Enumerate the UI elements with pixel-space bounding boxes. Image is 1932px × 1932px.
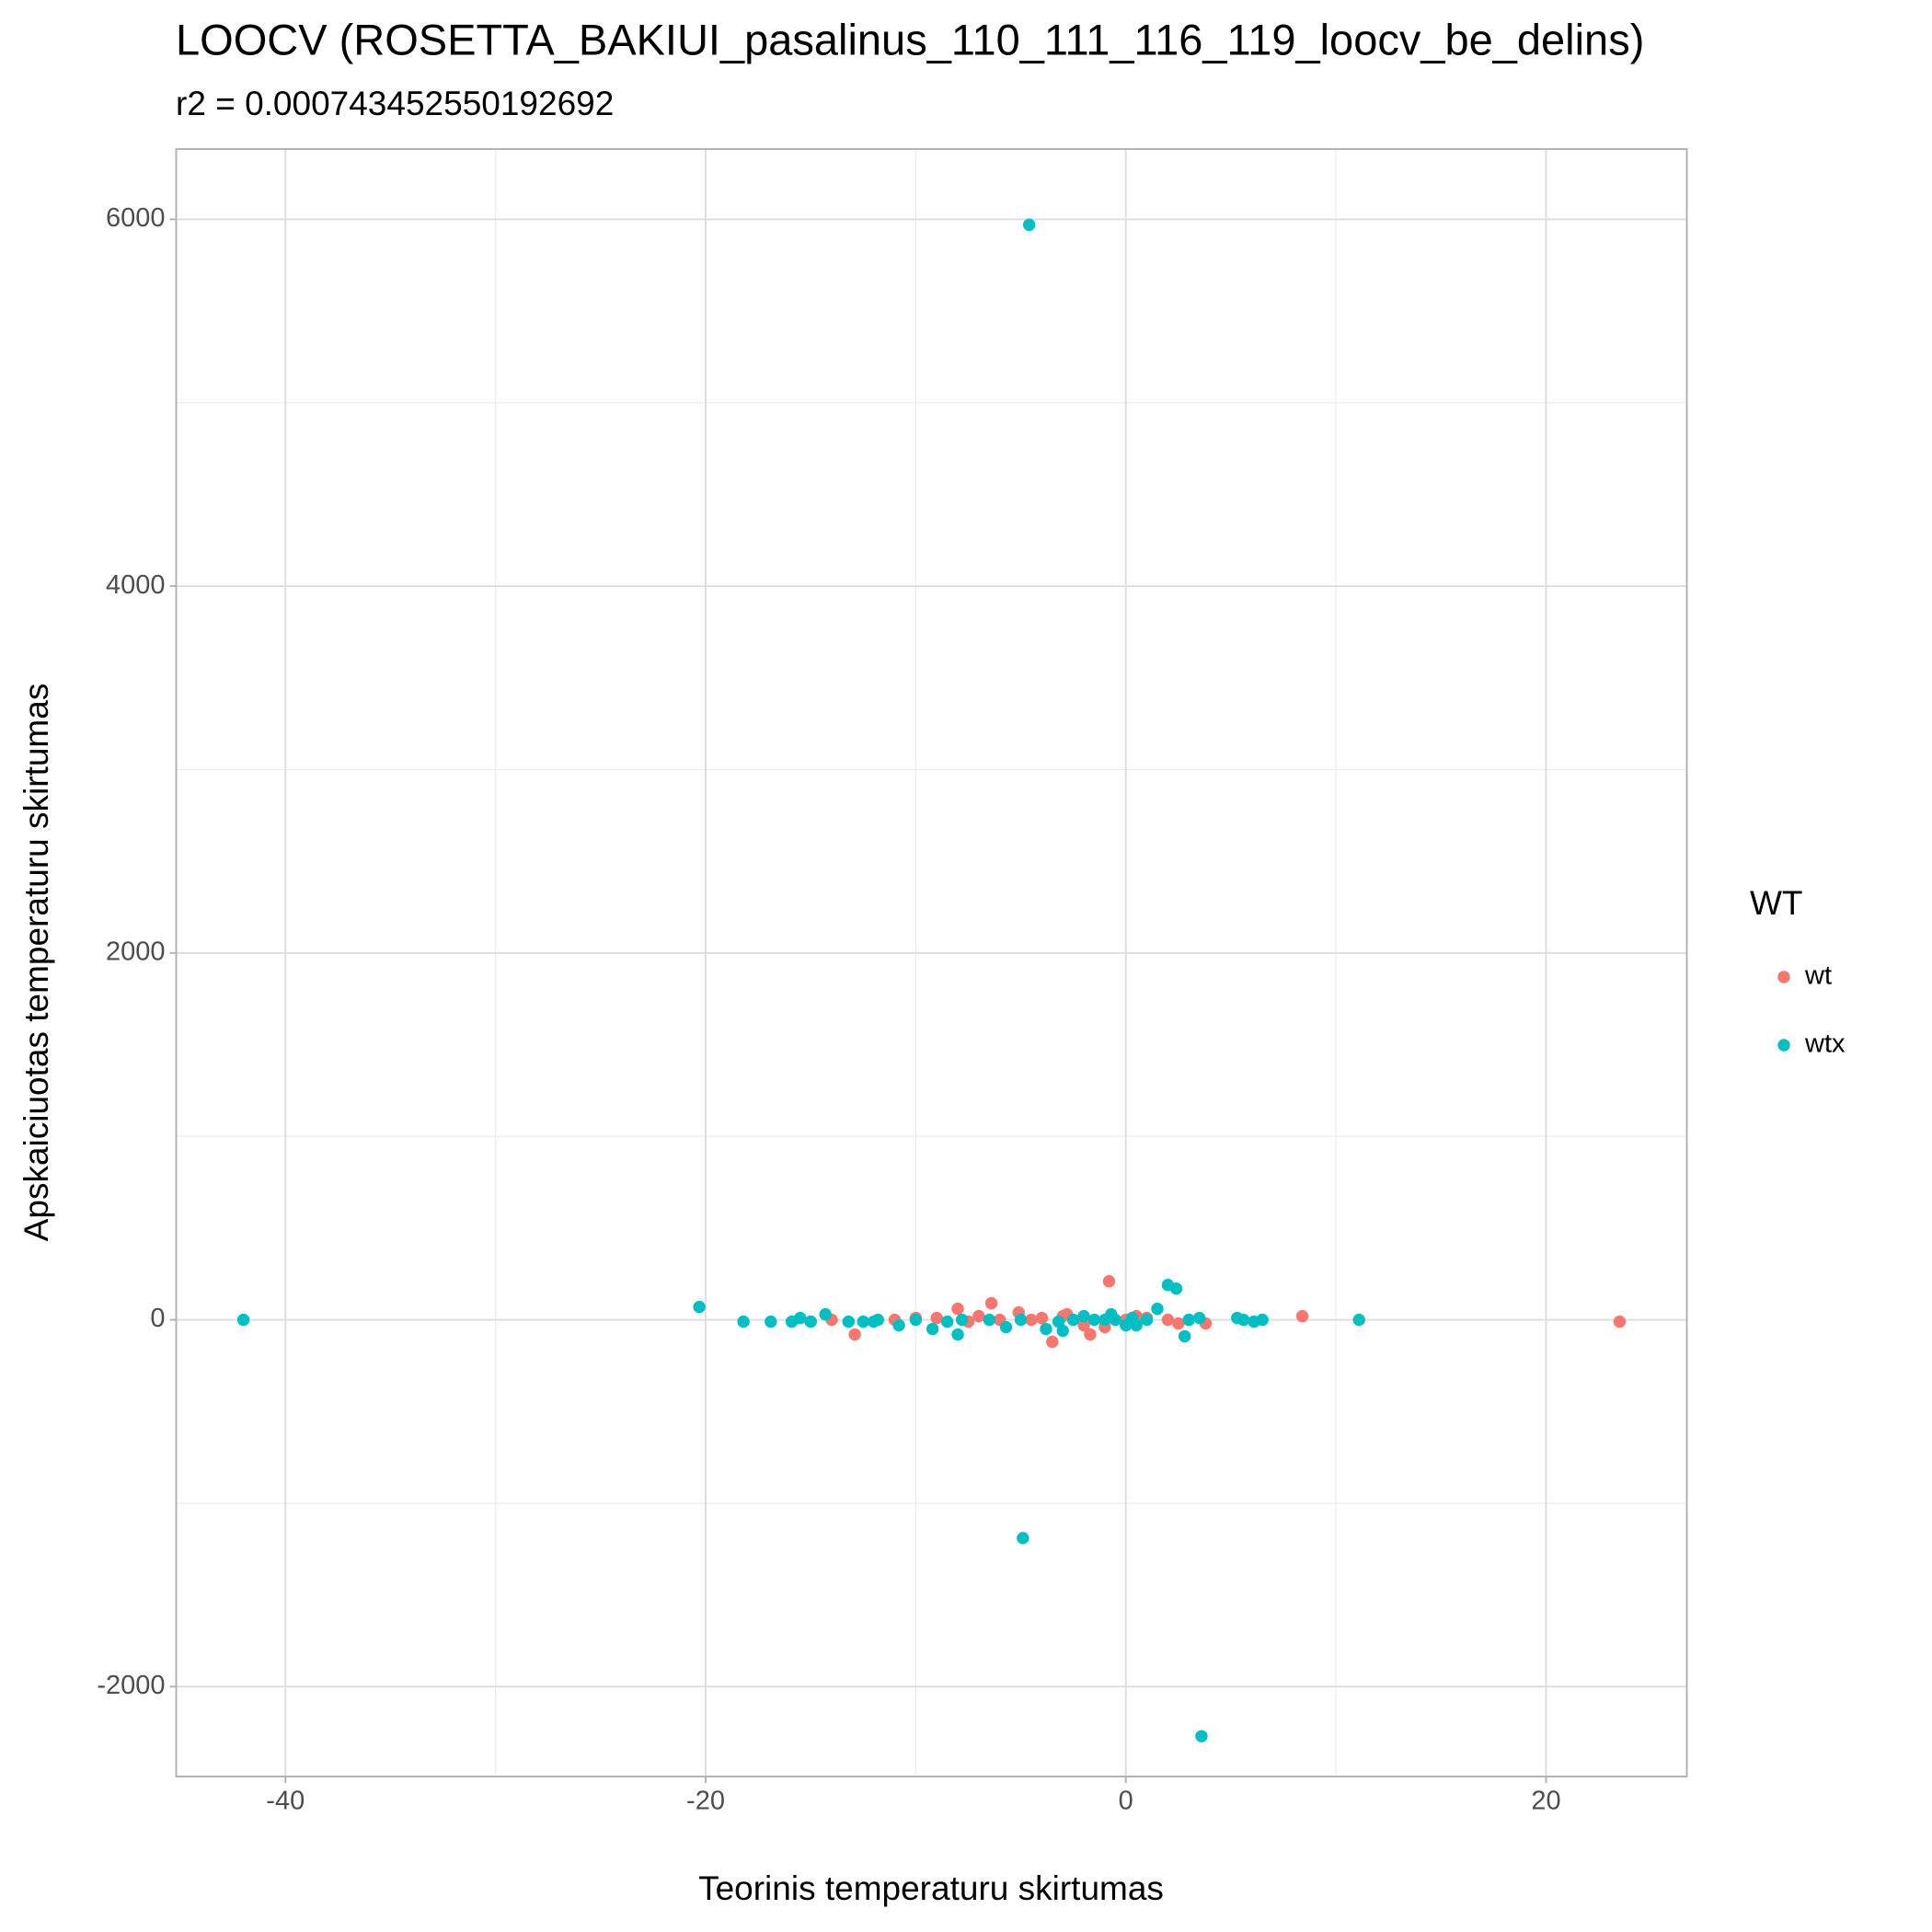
point	[926, 1322, 939, 1336]
point	[951, 1328, 964, 1341]
y-tick-label: 4000	[106, 570, 166, 600]
point	[1236, 1313, 1250, 1327]
point	[1102, 1275, 1116, 1288]
point	[1295, 1309, 1309, 1323]
point	[1109, 1313, 1122, 1327]
point	[1014, 1313, 1028, 1327]
point	[842, 1315, 855, 1328]
x-tick-label: -20	[686, 1787, 725, 1816]
y-tick-label: -2000	[97, 1671, 165, 1700]
y-tick-label: 0	[150, 1304, 165, 1333]
point	[1151, 1302, 1164, 1316]
point	[892, 1318, 905, 1332]
point	[1182, 1313, 1195, 1327]
point	[972, 1309, 985, 1323]
point	[1169, 1282, 1183, 1295]
point	[1035, 1311, 1049, 1325]
chart-title: LOOCV (ROSETTA_BAKIUI_pasalinus_110_111_…	[176, 15, 1644, 63]
point	[1161, 1313, 1175, 1327]
point	[737, 1315, 750, 1328]
point	[930, 1311, 943, 1325]
y-tick-label: 2000	[106, 937, 166, 966]
point	[1056, 1324, 1069, 1338]
panel-border	[175, 148, 1688, 1777]
point	[1040, 1322, 1052, 1336]
point	[848, 1328, 861, 1341]
point	[1077, 1309, 1090, 1323]
point	[765, 1315, 777, 1328]
point	[1066, 1313, 1080, 1327]
legend-label: wtx	[1804, 1029, 1846, 1059]
chart-subtitle: r2 = 0.000743452550192692	[176, 85, 614, 122]
point	[1022, 218, 1036, 232]
point	[819, 1307, 832, 1321]
point	[1077, 1318, 1090, 1332]
point	[983, 1313, 996, 1327]
point	[1256, 1313, 1269, 1327]
point	[794, 1311, 807, 1325]
x-axis-label: Teorinis temperaturu skirtumas	[698, 1869, 1164, 1907]
point	[1195, 1730, 1208, 1742]
point	[1613, 1315, 1627, 1328]
point	[955, 1313, 969, 1327]
point	[1192, 1311, 1206, 1325]
point	[236, 1313, 250, 1327]
point	[1172, 1317, 1185, 1330]
x-tick-label: 0	[1119, 1787, 1133, 1816]
point	[693, 1300, 706, 1314]
point	[909, 1313, 923, 1327]
x-tick-label: -40	[266, 1787, 305, 1816]
point	[999, 1320, 1013, 1334]
point	[871, 1313, 884, 1327]
point	[1140, 1313, 1154, 1327]
point	[940, 1315, 954, 1328]
legend-marker	[1777, 971, 1790, 983]
point	[804, 1315, 817, 1328]
legend-title: WT	[1750, 884, 1803, 922]
point	[1046, 1335, 1059, 1349]
point	[1017, 1532, 1029, 1545]
point	[1125, 1311, 1139, 1325]
point	[1178, 1329, 1191, 1343]
x-tick-label: 20	[1531, 1787, 1560, 1816]
point	[1352, 1313, 1365, 1327]
point	[984, 1296, 998, 1310]
point	[1052, 1315, 1065, 1328]
y-tick-label: 6000	[106, 203, 166, 233]
y-axis-label: Apskaiciuotas temperaturu skirtumas	[17, 684, 55, 1242]
legend-label: wt	[1804, 961, 1832, 991]
point	[1087, 1313, 1101, 1327]
point	[951, 1302, 964, 1316]
point	[1025, 1313, 1038, 1327]
point	[857, 1315, 869, 1328]
point	[1084, 1328, 1097, 1341]
legend-marker	[1777, 1039, 1790, 1052]
